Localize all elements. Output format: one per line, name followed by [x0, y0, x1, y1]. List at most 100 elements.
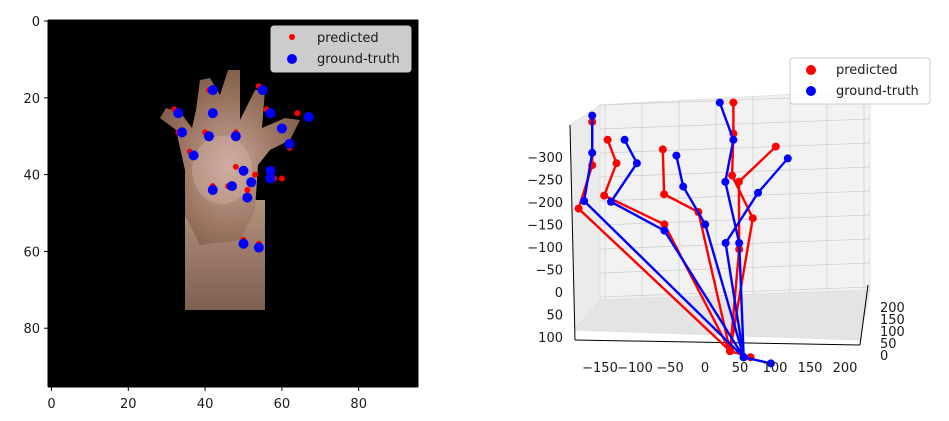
- ground-truth-joint: [721, 239, 730, 247]
- gridline: [599, 142, 871, 154]
- ground-truth-joint: [729, 135, 738, 144]
- predicted-keypoint: [244, 186, 251, 193]
- y-tick-label: 60: [23, 245, 40, 260]
- legend-marker-predicted: [289, 34, 295, 40]
- x-tick-label: 60: [274, 397, 291, 412]
- predicted-joint: [574, 204, 583, 213]
- gridline: [599, 118, 871, 130]
- gridline: [599, 238, 871, 250]
- predicted-keypoint: [232, 163, 239, 170]
- ground-truth-keypoint: [242, 192, 253, 203]
- predicted-bone: [661, 149, 732, 352]
- predicted-joint: [660, 220, 669, 229]
- ground-truth-keypoint: [177, 127, 188, 138]
- legend-marker-ground-truth: [287, 54, 297, 64]
- predicted-keypoint: [294, 110, 301, 117]
- ground-truth-keypoint: [276, 123, 287, 134]
- x-tick-label: 0: [47, 397, 55, 412]
- z3d-tick-label: −250: [527, 174, 563, 189]
- image-axes: 0 20 40 60 80 0 20 40 60 80: [23, 15, 419, 412]
- ground-truth-keypoint: [238, 238, 249, 249]
- x3d-tick-label: −100: [617, 361, 653, 376]
- x-tick-label: 40: [197, 397, 214, 412]
- ground-truth-keypoint: [257, 85, 268, 96]
- ground-truth-joint: [580, 197, 589, 205]
- ground-truth-joint: [679, 182, 688, 191]
- z3d-tick-label: 50: [546, 309, 563, 324]
- hand-skeleton: [574, 98, 792, 368]
- ground-truth-keypoint: [284, 138, 295, 149]
- 3d-panel: −150 −100 −50 0 50 100 150 200050100150200−300−…: [527, 57, 931, 376]
- ground-truth-keypoint: [173, 108, 184, 119]
- z3d-tick-label: −300: [527, 151, 563, 166]
- predicted-joint: [729, 98, 738, 107]
- legend-marker-predicted: [806, 65, 816, 75]
- y3d-tick-label: 0: [880, 349, 888, 364]
- z3d-tick-label: −100: [527, 241, 563, 256]
- y-tick-label: 20: [23, 92, 40, 107]
- legend-label-ground-truth: ground-truth: [317, 52, 400, 67]
- x3d-tick-label: 100: [763, 361, 788, 376]
- ground-truth-bone: [743, 356, 772, 365]
- x3d-tick-label: 200: [833, 361, 858, 376]
- legend-marker-ground-truth: [806, 86, 816, 96]
- ground-truth-bone: [582, 115, 745, 359]
- image-legend: predicted ground-truth: [270, 25, 412, 73]
- z3d-tick-label: −150: [527, 219, 563, 234]
- ground-truth-bone: [675, 155, 745, 358]
- ground-truth-keypoint: [203, 131, 214, 142]
- predicted-joint: [728, 171, 737, 180]
- x-tick-label: 80: [350, 397, 367, 412]
- x3d-tick-label: −50: [656, 361, 683, 376]
- x3d-tick-label: −150: [582, 361, 618, 376]
- z3d-tick-label: −200: [527, 196, 563, 211]
- y-tick-label: 0: [32, 15, 40, 30]
- ground-truth-joint: [715, 98, 724, 107]
- ground-truth-joint: [607, 197, 615, 206]
- ground-truth-joint: [620, 135, 629, 144]
- ground-truth-bone: [724, 157, 789, 358]
- y3d-tick-label: 100: [880, 325, 905, 340]
- ground-truth-keypoint: [188, 150, 199, 161]
- y3d-tick-label: 150: [880, 313, 905, 328]
- ground-truth-keypoint: [265, 173, 276, 184]
- ground-truth-joint: [766, 359, 775, 368]
- legend-label-ground-truth: ground-truth: [836, 84, 919, 99]
- ground-truth-keypoint: [303, 112, 314, 122]
- predicted-keypoint: [252, 171, 259, 178]
- ground-truth-joint: [588, 148, 597, 157]
- predicted-joint: [658, 145, 667, 154]
- ground-truth-joint: [739, 353, 748, 362]
- legend-label-predicted: predicted: [836, 63, 898, 78]
- gridline: [599, 190, 871, 202]
- ground-truth-keypoint: [246, 177, 257, 188]
- ground-truth-joint: [660, 226, 669, 235]
- ground-truth-joint: [672, 151, 681, 160]
- z3d-tick-label: 100: [538, 331, 563, 346]
- hand-image: [160, 70, 300, 310]
- 3d-pane-back: [569, 89, 871, 341]
- predicted-joint: [734, 177, 743, 186]
- gridline: [599, 166, 871, 178]
- 3d-legend: predicted ground-truth: [789, 57, 931, 105]
- image-panel: 0 20 40 60 80 0 20 40 60 80 predicted ground-tru…: [23, 15, 419, 412]
- predicted-keypoint: [278, 175, 285, 182]
- predicted-joint: [748, 214, 757, 223]
- x3d-tick-label: 0: [701, 361, 709, 376]
- ground-truth-joint: [701, 220, 710, 229]
- z3d-tick-label: −50: [536, 264, 563, 279]
- x-tick-group: 0 20 40 60 80: [47, 387, 367, 412]
- y3d-tick-label: 50: [880, 337, 897, 352]
- ground-truth-joint: [735, 239, 744, 247]
- 3d-tick-labels: −150 −100 −50 0 50 100 150 200050100150200−300−…: [527, 151, 905, 376]
- ground-truth-keypoint: [238, 165, 249, 176]
- ground-truth-keypoint: [253, 242, 264, 253]
- predicted-joint: [771, 142, 780, 151]
- ground-truth-keypoint: [265, 165, 276, 176]
- predicted-joint: [612, 159, 621, 168]
- ground-truth-keypoint: [265, 108, 276, 119]
- legend-label-predicted: predicted: [317, 31, 379, 46]
- ground-truth-keypoint: [207, 85, 218, 96]
- y3d-tick-label: 200: [880, 301, 905, 316]
- y-tick-label: 80: [23, 322, 40, 337]
